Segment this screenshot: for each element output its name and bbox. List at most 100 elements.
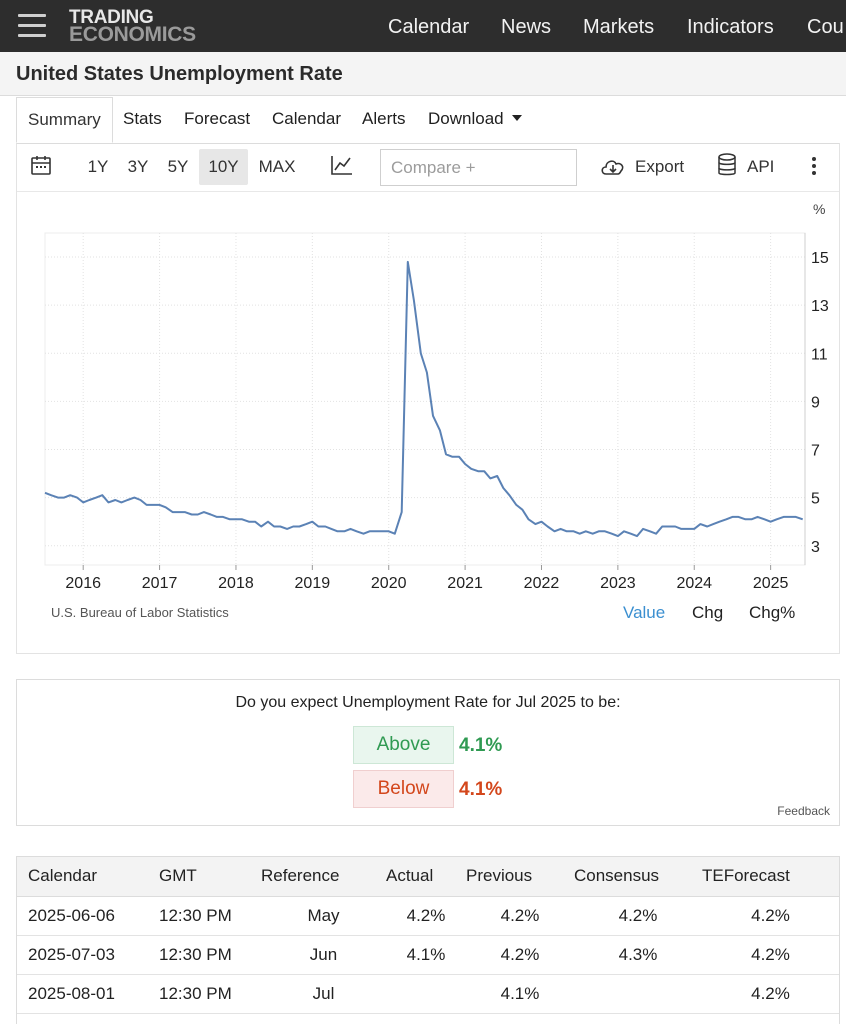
unemployment-rate-series-line (44, 260, 804, 538)
cell-previous: 4.2% (466, 935, 574, 975)
range-3y-button[interactable]: 3Y (127, 157, 149, 176)
col-previous: Previous (466, 857, 574, 897)
cell-gmt: 12:30 PM (154, 896, 261, 936)
nav-news[interactable]: News (501, 16, 552, 38)
page-title: United States Unemployment Rate (16, 63, 343, 85)
poll-question: Do you expect Unemployment Rate for Jul … (235, 694, 621, 711)
x-tick-label: 2022 (524, 575, 560, 592)
chart-source: U.S. Bureau of Labor Statistics (51, 605, 229, 620)
cell-previous: 4.1% (466, 974, 574, 1014)
calendar-date-picker-icon[interactable] (30, 154, 58, 182)
cell-gmt: 12:30 PM (154, 974, 261, 1014)
range-5y-button[interactable]: 5Y (167, 157, 189, 176)
tab-summary[interactable]: Summary (16, 97, 113, 143)
cell-actual: 4.2% (386, 896, 466, 936)
cell-consensus: 4.2% (574, 896, 702, 936)
forecast-poll: Do you expect Unemployment Rate for Jul … (16, 679, 840, 826)
cell-previous: 4.2% (466, 896, 574, 936)
chevron-down-icon (511, 115, 522, 121)
cell-actual (386, 974, 466, 1014)
col-actual: Actual (386, 857, 466, 897)
x-tick-label: 2017 (142, 575, 178, 592)
x-tick-label: 2024 (676, 575, 712, 592)
cell-teforecast: 4.2% (702, 974, 839, 1014)
chart-panel: 1Y 3Y 5Y 10Y MAX Export API 3 5 7 9 11 13 15% 2… (16, 143, 840, 654)
col-teforecast: TEForecast (702, 857, 839, 897)
x-tick-label: 2021 (447, 575, 483, 592)
cloud-download-icon (601, 160, 624, 175)
cell-date: 2025-08-01 (17, 974, 154, 1014)
x-tick-label: 2018 (218, 575, 254, 592)
cell-consensus: 4.3% (574, 935, 702, 975)
range-1y-button[interactable]: 1Y (87, 157, 109, 176)
y-tick-label: 5 (811, 491, 820, 508)
logo-line-1: TRADING (69, 7, 154, 28)
above-threshold-value: 4.1% (459, 735, 503, 756)
cell-teforecast: 4.2% (702, 896, 839, 936)
table-row[interactable]: 2025-06-06 12:30 PM May 4.2% 4.2% 4.2% 4… (17, 896, 839, 936)
tab-alerts[interactable]: Alerts (362, 109, 406, 128)
more-options-icon[interactable] (809, 154, 823, 182)
chart-type-line-icon[interactable] (330, 154, 358, 182)
x-tick-label: 2019 (295, 575, 331, 592)
y-tick-label: 15 (811, 250, 829, 267)
database-icon (718, 153, 736, 176)
table-row[interactable]: 2025-08-01 12:30 PM Jul 4.1% 4.2% (17, 974, 839, 1014)
range-10y-button[interactable]: 10Y (199, 149, 248, 185)
cell-actual: 4.1% (386, 935, 466, 975)
tab-stats[interactable]: Stats (123, 109, 162, 128)
export-label: Export (635, 157, 685, 176)
range-max-button[interactable]: MAX (258, 157, 296, 176)
calendar-table: Calendar GMT Reference Actual Previous C… (17, 857, 839, 1014)
release-calendar: Calendar GMT Reference Actual Previous C… (16, 856, 840, 1024)
tab-forecast[interactable]: Forecast (184, 109, 251, 128)
api-label: API (747, 157, 775, 176)
x-tick-label: 2016 (65, 575, 101, 592)
mode-chg-pct-button[interactable]: Chg% (749, 603, 796, 622)
y-unit-label: % (813, 201, 825, 217)
nav-countries[interactable]: Cou (807, 16, 844, 38)
tab-download-label: Download (428, 109, 504, 128)
hamburger-menu-icon[interactable] (18, 14, 46, 38)
cell-teforecast: 4.2% (702, 935, 839, 975)
cell-date: 2025-07-03 (17, 935, 154, 975)
cell-date: 2025-06-06 (17, 896, 154, 936)
tab-download[interactable]: Download (428, 97, 522, 143)
cell-consensus (574, 974, 702, 1014)
chart-toolbar: 1Y 3Y 5Y 10Y MAX Export API (17, 144, 839, 192)
api-button[interactable]: API (717, 149, 781, 185)
cell-reference: Jul (261, 974, 386, 1014)
cell-gmt: 12:30 PM (154, 935, 261, 975)
calendar-header-row: Calendar GMT Reference Actual Previous C… (17, 857, 839, 897)
logo-line-2: ECONOMICS (69, 23, 196, 46)
y-tick-label: 3 (811, 539, 820, 556)
feedback-link[interactable]: Feedback (777, 804, 830, 818)
nav-markets[interactable]: Markets (583, 16, 655, 38)
export-button[interactable]: Export (599, 149, 689, 185)
y-tick-label: 11 (811, 346, 828, 363)
tab-calendar[interactable]: Calendar (272, 109, 341, 128)
mode-value-button[interactable]: Value (623, 603, 666, 622)
vote-below-button[interactable]: Below (353, 770, 454, 808)
cell-reference: May (261, 896, 386, 936)
col-reference: Reference (261, 857, 386, 897)
y-tick-label: 9 (811, 394, 820, 411)
nav-calendar[interactable]: Calendar (388, 16, 470, 38)
col-consensus: Consensus (574, 857, 702, 897)
col-calendar: Calendar (17, 857, 154, 897)
plot-area (44, 232, 806, 566)
nav-indicators[interactable]: Indicators (687, 16, 774, 38)
table-row[interactable]: 2025-07-03 12:30 PM Jun 4.1% 4.2% 4.3% 4… (17, 935, 839, 975)
top-navigation-bar: TRADING ECONOMICS Calendar News Markets … (0, 0, 846, 52)
below-threshold-value: 4.1% (459, 779, 503, 800)
x-tick-label: 2023 (600, 575, 636, 592)
compare-input[interactable] (380, 149, 577, 186)
y-tick-label: 13 (811, 298, 829, 315)
x-tick-label: 2020 (371, 575, 407, 592)
section-tabs: Summary Stats Forecast Calendar Alerts D… (16, 97, 846, 143)
mode-chg-button[interactable]: Chg (692, 603, 724, 622)
cell-reference: Jun (261, 935, 386, 975)
col-gmt: GMT (154, 857, 261, 897)
vote-above-button[interactable]: Above (353, 726, 454, 764)
trading-economics-logo[interactable]: TRADING ECONOMICS (69, 7, 196, 46)
